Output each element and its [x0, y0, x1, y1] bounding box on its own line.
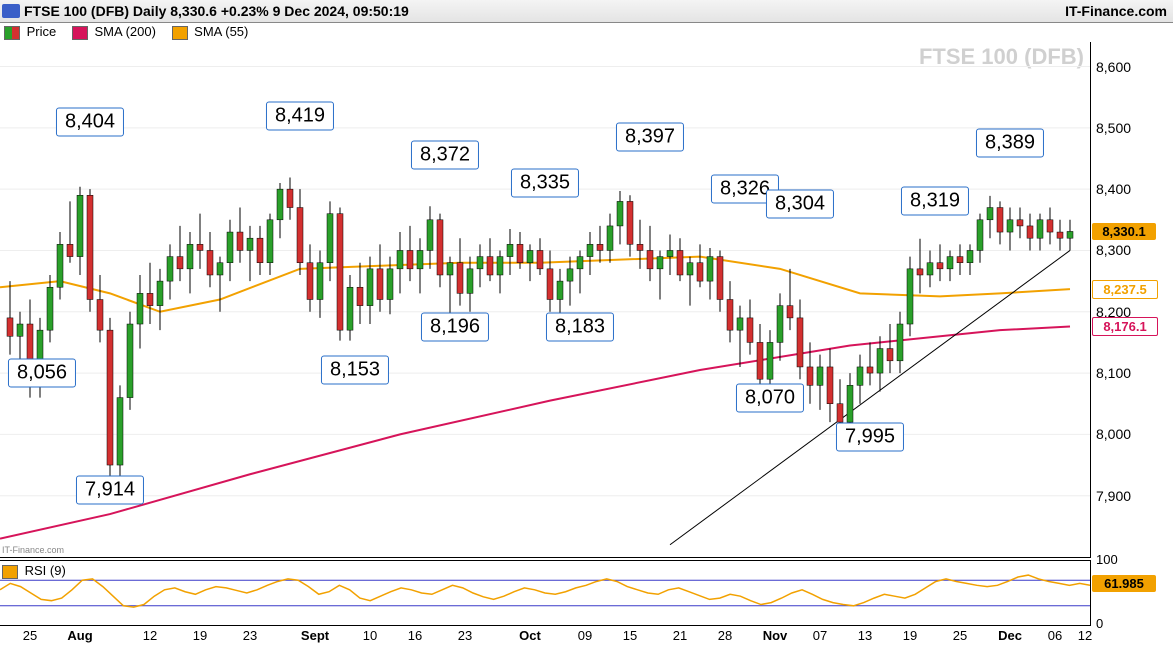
price-annotation: 8,056	[8, 359, 76, 388]
x-tick: 10	[363, 628, 377, 643]
x-tick: 06	[1048, 628, 1062, 643]
y-tick: 8,600	[1096, 59, 1131, 75]
y-tick: 7,900	[1096, 488, 1131, 504]
x-tick: 23	[458, 628, 472, 643]
price-annotation: 8,304	[766, 190, 834, 219]
title-bar: FTSE 100 (DFB) Daily 8,330.6 +0.23% 9 De…	[0, 0, 1173, 23]
chart-svg	[0, 42, 1090, 557]
price-annotation: 7,995	[836, 423, 904, 452]
price-annotation: 8,319	[901, 187, 969, 216]
x-tick: Dec	[998, 628, 1022, 643]
price-annotation: 8,404	[56, 107, 124, 136]
x-tick: 12	[143, 628, 157, 643]
x-tick: 12	[1078, 628, 1092, 643]
y-axis: 7,9008,0008,1008,2008,3008,4008,5008,600…	[1092, 42, 1172, 557]
price-annotation: 8,419	[266, 101, 334, 130]
price-tag: 8,237.5	[1092, 280, 1158, 299]
x-tick: Nov	[763, 628, 788, 643]
x-tick: Aug	[67, 628, 92, 643]
itf-attribution: IT-Finance.com	[2, 545, 64, 555]
y-tick: 8,000	[1096, 426, 1131, 442]
x-tick: Sept	[301, 628, 329, 643]
x-tick: 25	[953, 628, 967, 643]
source-label: IT-Finance.com	[1065, 0, 1167, 22]
y-tick: 8,100	[1096, 365, 1131, 381]
sma200-swatch	[72, 26, 88, 40]
legend-bar: Price SMA (200) SMA (55)	[0, 22, 256, 42]
rsi-y-axis: 010061.985	[1092, 560, 1172, 624]
price-annotation: 7,914	[76, 475, 144, 504]
x-axis: 25 Aug 12 19 23 Sept 10 16 23 Oct 09 15 21 28 Nov 07 13 1…	[0, 626, 1090, 658]
price-annotation: 8,070	[736, 383, 804, 412]
sma55-swatch	[172, 26, 188, 40]
price-annotation: 8,372	[411, 141, 479, 170]
x-tick: 28	[718, 628, 732, 643]
price-annotation: 8,183	[546, 313, 614, 342]
price-annotation: 8,335	[511, 169, 579, 198]
rsi-y-tick: 0	[1096, 616, 1103, 631]
price-tag: 8,330.1	[1092, 223, 1156, 240]
x-tick: 15	[623, 628, 637, 643]
price-swatch	[4, 26, 20, 40]
rsi-svg	[0, 561, 1090, 625]
rsi-panel[interactable]: RSI (9)	[0, 560, 1091, 626]
x-tick: 23	[243, 628, 257, 643]
price-chart-area[interactable]: FTSE 100 (DFB) IT-Finance.com 8,4048,056…	[0, 42, 1091, 558]
legend-sma200[interactable]: SMA (200)	[72, 22, 156, 42]
x-tick: 16	[408, 628, 422, 643]
y-tick: 8,300	[1096, 242, 1131, 258]
x-tick: 07	[813, 628, 827, 643]
y-tick: 8,400	[1096, 181, 1131, 197]
rsi-y-tick: 100	[1096, 552, 1118, 567]
price-annotation: 8,153	[321, 356, 389, 385]
y-tick: 8,500	[1096, 120, 1131, 136]
rsi-value-tag: 61.985	[1092, 575, 1156, 592]
x-tick: 09	[578, 628, 592, 643]
price-annotation: 8,397	[616, 123, 684, 152]
demo-badge	[2, 4, 20, 18]
x-tick: 19	[193, 628, 207, 643]
legend-sma55[interactable]: SMA (55)	[172, 22, 249, 42]
x-tick: 25	[23, 628, 37, 643]
x-tick: 19	[903, 628, 917, 643]
x-tick: 21	[673, 628, 687, 643]
price-annotation: 8,389	[976, 129, 1044, 158]
chart-title: FTSE 100 (DFB) Daily 8,330.6 +0.23% 9 De…	[24, 0, 409, 22]
x-tick: 13	[858, 628, 872, 643]
x-tick: Oct	[519, 628, 541, 643]
price-annotation: 8,196	[421, 313, 489, 342]
legend-price[interactable]: Price	[4, 22, 56, 42]
price-tag: 8,176.1	[1092, 317, 1158, 336]
